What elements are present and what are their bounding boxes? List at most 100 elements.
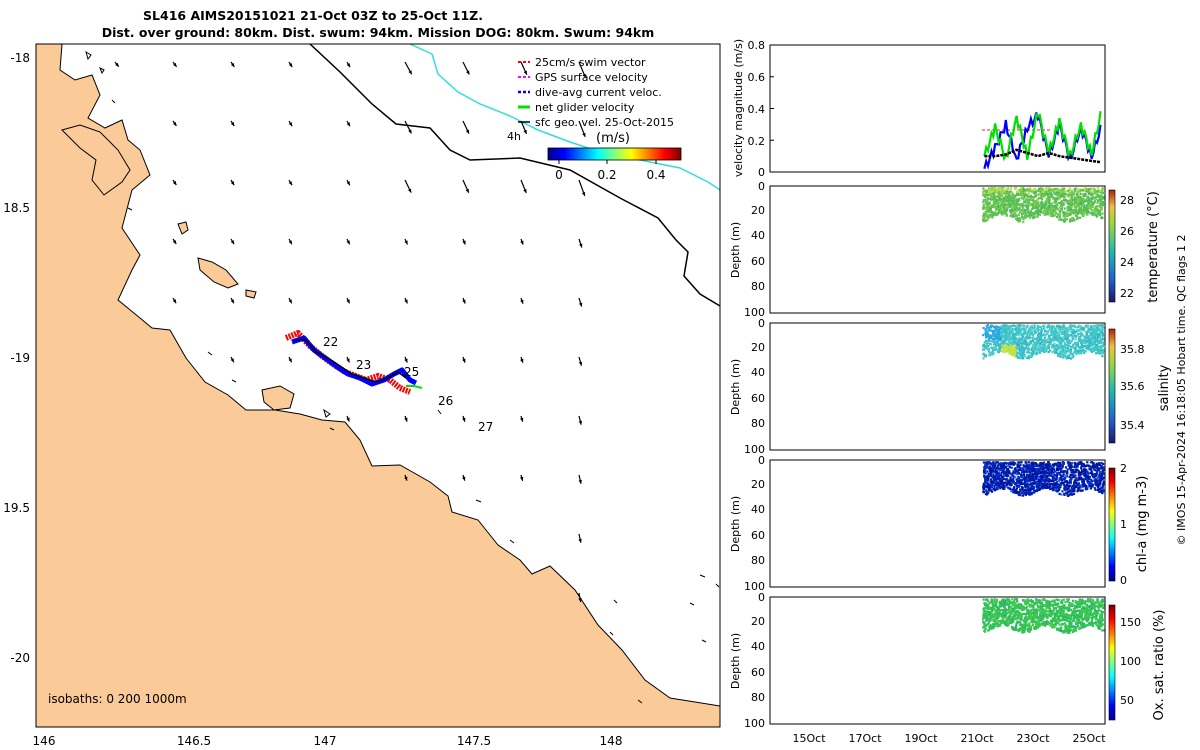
heatmap-sample — [1027, 461, 1030, 464]
heatmap-sample — [1035, 209, 1038, 212]
heatmap-sample — [1093, 346, 1096, 349]
heatmap-sample — [993, 485, 996, 488]
heatmap-sample — [1021, 327, 1024, 330]
heatmap-sample — [992, 473, 995, 476]
heatmap-sample — [1015, 482, 1018, 485]
heatmap-sample — [1015, 214, 1018, 217]
heatmap-sample — [994, 462, 997, 465]
heatmap-sample — [1039, 189, 1042, 192]
heatmap-sample — [1059, 209, 1062, 213]
heatmap-sample — [995, 208, 998, 211]
heatmap-sample — [1045, 477, 1048, 480]
heatmap-sample — [1035, 346, 1038, 349]
heatmap-sample — [1074, 463, 1077, 466]
heatmap-sample — [1029, 471, 1033, 474]
sfc-geo-velocity-field — [114, 61, 587, 602]
heatmap-sample — [1049, 487, 1052, 490]
heatmap-sample — [1101, 474, 1104, 477]
heatmap-sample — [989, 478, 993, 481]
velocity-arrow — [172, 61, 178, 68]
heatmap-sample — [1043, 210, 1046, 213]
heatmap-sample — [1070, 208, 1073, 211]
heatmap-sample — [1102, 326, 1105, 329]
day-label: 27 — [478, 420, 493, 434]
heatmap-sample — [1022, 628, 1025, 631]
heatmap-sample — [1025, 193, 1028, 196]
heatmap-sample — [984, 464, 987, 467]
heatmap-sample — [1056, 191, 1059, 194]
velocity-arrow — [230, 356, 235, 363]
heatmap-sample — [989, 471, 992, 474]
heatmap-sample — [999, 204, 1002, 207]
velocity-ytick: 0.8 — [748, 39, 766, 52]
heatmap-sample — [1085, 477, 1088, 480]
velocity-arrow — [230, 120, 235, 127]
heatmap-sample — [1062, 215, 1065, 218]
heatmap-sample — [1083, 204, 1086, 207]
heatmap-sample — [983, 191, 986, 195]
heatmap-sample — [1052, 336, 1055, 339]
heatmap-sample — [1086, 213, 1089, 216]
heatmap-sample — [1000, 327, 1004, 330]
heatmap-sample — [1098, 200, 1101, 203]
heatmap-sample — [1061, 330, 1065, 333]
heatmap-sample — [1026, 330, 1029, 333]
heatmap-sample — [1048, 201, 1051, 204]
heatmap-sample — [1095, 469, 1098, 473]
heatmap-sample — [1025, 345, 1028, 348]
heatmap-sample — [1000, 325, 1003, 328]
heatmap-sample — [1064, 480, 1067, 483]
heatmap-sample — [1016, 600, 1019, 603]
heatmap-sample — [1052, 188, 1055, 191]
heatmap-sample — [1049, 192, 1052, 195]
heatmap-sample — [1046, 482, 1049, 485]
heatmap-sample — [1081, 481, 1084, 484]
heatmap-sample — [994, 327, 997, 330]
heatmap-sample — [1102, 324, 1105, 328]
heatmap-sample — [1102, 489, 1105, 492]
heatmap-sample — [1010, 461, 1013, 464]
heatmap-sample — [997, 337, 1000, 340]
heatmap-sample — [1035, 488, 1038, 491]
heatmap-sample — [1090, 325, 1093, 328]
heatmap-sample — [1100, 601, 1103, 604]
heatmap-sample — [1014, 483, 1017, 486]
heatmap-sample — [1082, 327, 1085, 330]
heatmap-sample — [987, 190, 990, 194]
heatmap-sample — [1088, 482, 1091, 485]
heatmap-sample — [1071, 462, 1074, 465]
heatmap-sample — [1026, 342, 1029, 346]
heatmap-sample — [1033, 216, 1036, 219]
heatmap-sample — [1054, 329, 1057, 333]
heatmap-sample — [1051, 477, 1054, 480]
heatmap-sample — [1029, 340, 1032, 343]
heatmap-sample — [1044, 211, 1047, 214]
heatmap-sample — [1044, 190, 1047, 193]
heatmap-sample — [1029, 474, 1033, 477]
heatmap-sample — [1098, 474, 1101, 477]
island-palm-2 — [177, 221, 189, 235]
heatmap-sample — [1018, 468, 1021, 471]
heatmap-sample — [1064, 484, 1067, 487]
heatmap-sample — [1063, 342, 1067, 345]
heatmap-sample — [1101, 187, 1104, 190]
heatmap-sample — [1062, 340, 1065, 343]
heatmap-sample — [992, 340, 995, 343]
heatmap-sample — [1048, 349, 1051, 352]
heatmap-sample — [1068, 187, 1071, 190]
heatmap-sample — [1043, 208, 1046, 211]
heatmap-sample — [1017, 466, 1020, 469]
heatmap-sample — [1074, 348, 1077, 351]
heatmap-sample — [1055, 207, 1058, 210]
heatmap-sample — [989, 208, 992, 211]
heatmap-sample — [1051, 333, 1054, 336]
heatmap-sample — [1039, 342, 1042, 345]
heatmap-sample — [1077, 199, 1080, 202]
heatmap-sample — [1022, 324, 1025, 327]
heatmap-sample — [1040, 334, 1043, 337]
heatmap-sample — [1092, 483, 1095, 486]
heatmap-sample — [1069, 211, 1072, 214]
heatmap-sample — [1031, 491, 1034, 494]
heatmap-sample — [1045, 203, 1048, 206]
heatmap-sample — [1030, 461, 1033, 464]
